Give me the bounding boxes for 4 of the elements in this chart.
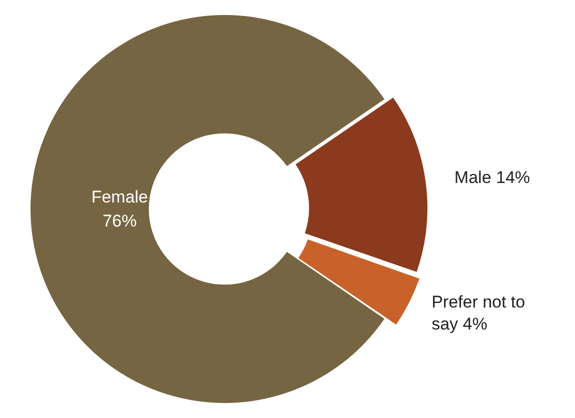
slice-label: Prefer not to say 4%	[432, 292, 526, 334]
slice-label: Male 14%	[454, 168, 530, 187]
slice-label: Female	[91, 188, 148, 207]
data-label: 76%	[102, 212, 137, 231]
